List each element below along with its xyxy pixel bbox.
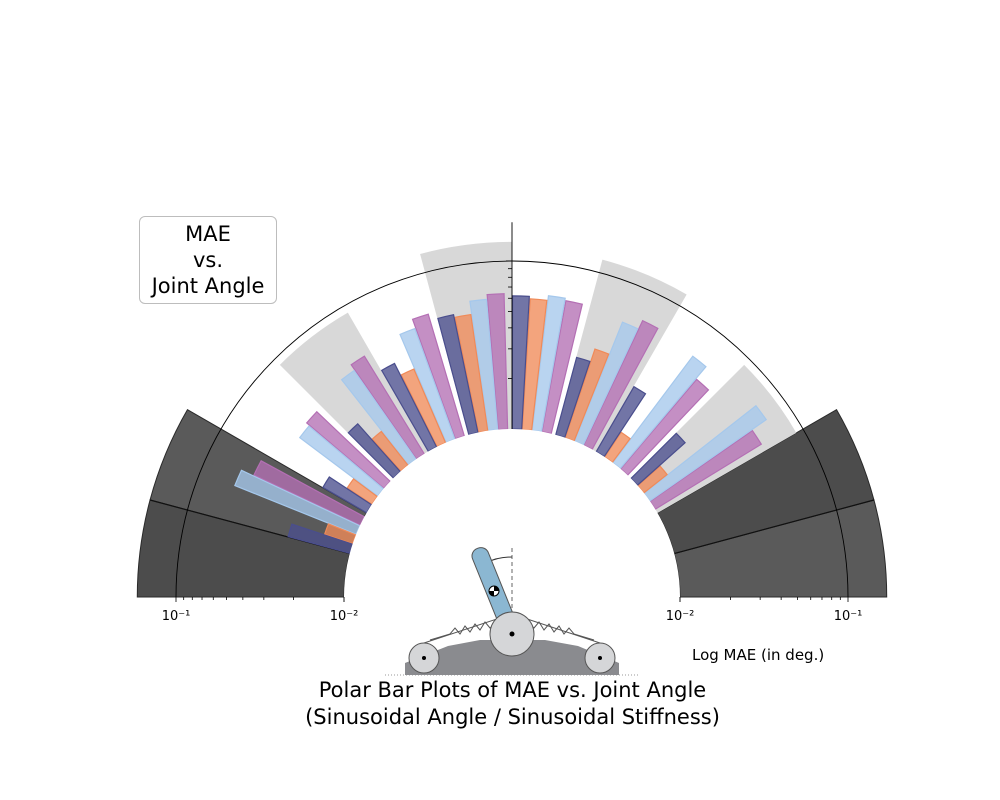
annotation-line-2: vs.	[192, 248, 224, 272]
radial-tick-label: 10⁻²	[330, 609, 359, 624]
radial-tick-labels: 10⁻¹ 10⁻² 10⁻² 10⁻¹	[162, 609, 863, 624]
radial-axis-label: Log MAE (in deg.)	[692, 646, 825, 664]
chart-title: Polar Bar Plots of MAE vs. Joint Angle	[318, 678, 707, 702]
radial-tick-label: 10⁻²	[666, 609, 695, 624]
annotation-line-1: MAE	[185, 222, 231, 246]
annotation-line-3: Joint Angle	[151, 274, 265, 298]
inner-hole	[344, 429, 680, 597]
chart-title-block: Polar Bar Plots of MAE vs. Joint Angle (…	[0, 677, 1000, 731]
radial-grid	[175, 222, 849, 602]
joint-schematic-illustration	[385, 547, 640, 676]
sector-divider	[674, 499, 875, 555]
radial-tick-label: 10⁻¹	[162, 609, 191, 624]
chart-subtitle: (Sinusoidal Angle / Sinusoidal Stiffness…	[305, 705, 720, 729]
background-sector	[136, 499, 351, 598]
annotation-box: MAE vs. Joint Angle	[139, 216, 277, 304]
radial-tick-label: 10⁻¹	[834, 609, 863, 624]
